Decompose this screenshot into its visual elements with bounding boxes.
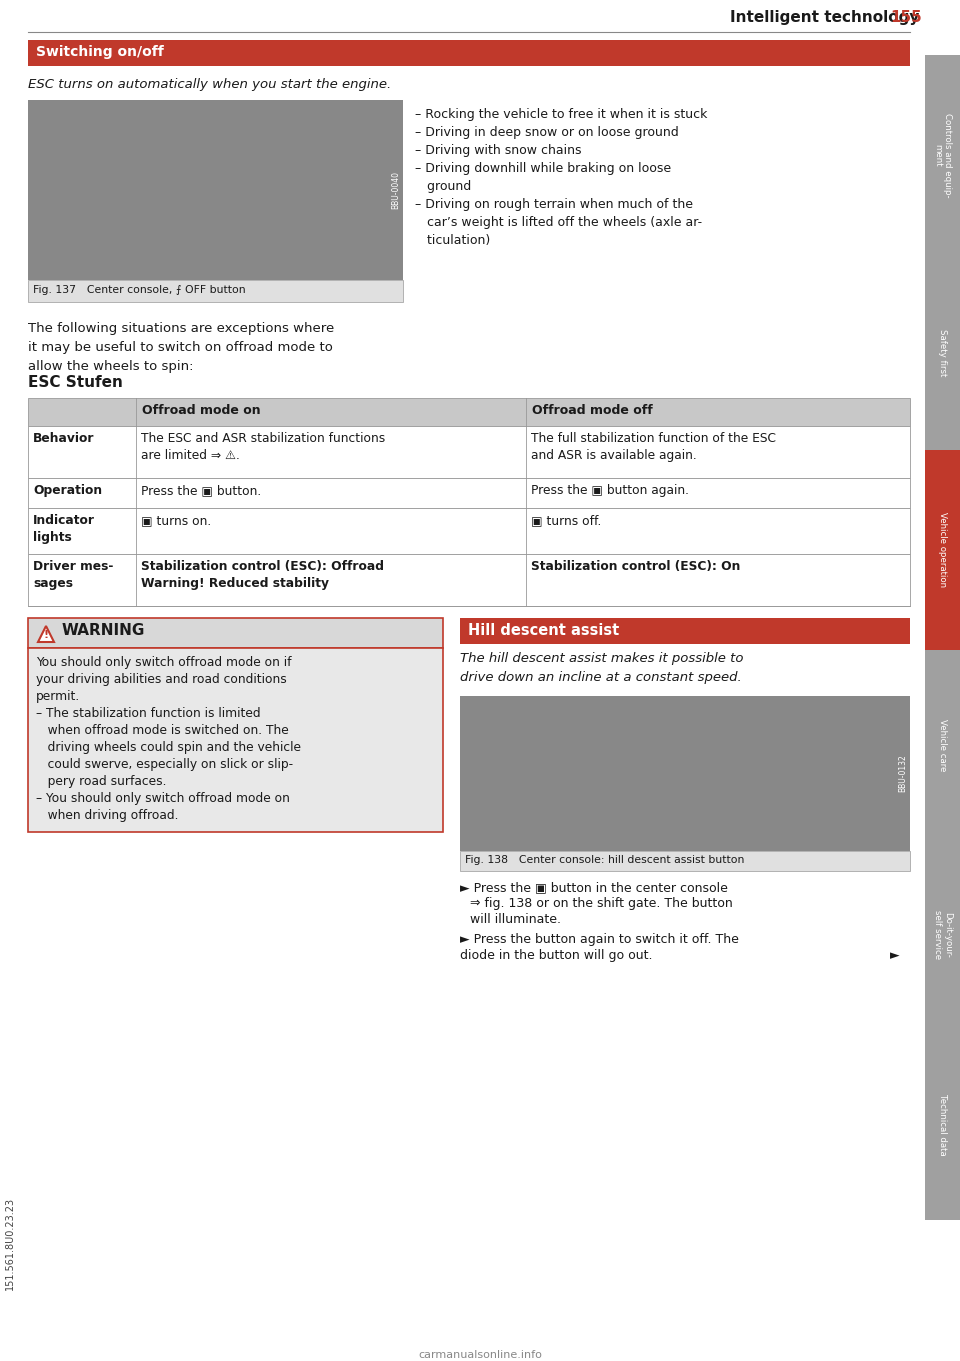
Bar — [28, 39, 910, 65]
Text: and ASR is available again.: and ASR is available again. — [531, 449, 697, 461]
Text: allow the wheels to spin:: allow the wheels to spin: — [28, 361, 194, 373]
Text: Press the ▣ button.: Press the ▣ button. — [141, 485, 261, 497]
Text: diode in the button will go out.: diode in the button will go out. — [460, 949, 653, 962]
Text: – Driving downhill while braking on loose: – Driving downhill while braking on loos… — [415, 162, 671, 176]
Text: ticulation): ticulation) — [415, 234, 491, 246]
Text: your driving abilities and road conditions: your driving abilities and road conditio… — [36, 672, 287, 686]
Bar — [28, 618, 443, 648]
Text: The following situations are exceptions where: The following situations are exceptions … — [28, 323, 334, 335]
Text: Operation: Operation — [33, 485, 102, 497]
Text: Switching on/off: Switching on/off — [36, 45, 164, 59]
Text: driving wheels could spin and the vehicle: driving wheels could spin and the vehicl… — [36, 740, 301, 754]
Text: Controls and equip-
ment: Controls and equip- ment — [933, 113, 952, 197]
Bar — [28, 280, 403, 302]
Text: Press the ▣ button again.: Press the ▣ button again. — [531, 485, 689, 497]
Text: car’s weight is lifted off the wheels (axle ar-: car’s weight is lifted off the wheels (a… — [415, 216, 702, 229]
Text: The ESC and ASR stabilization functions: The ESC and ASR stabilization functions — [141, 431, 385, 445]
Text: – Driving in deep snow or on loose ground: – Driving in deep snow or on loose groun… — [415, 127, 679, 139]
Bar — [925, 1030, 960, 1219]
Bar — [460, 618, 910, 644]
Text: ▣ turns on.: ▣ turns on. — [141, 514, 211, 527]
Text: it may be useful to switch on offroad mode to: it may be useful to switch on offroad mo… — [28, 342, 333, 354]
Text: pery road surfaces.: pery road surfaces. — [36, 774, 166, 788]
Text: ⇒ fig. 138 or on the shift gate. The button: ⇒ fig. 138 or on the shift gate. The but… — [470, 897, 732, 911]
Text: The hill descent assist makes it possible to: The hill descent assist makes it possibl… — [460, 652, 743, 666]
Text: when driving offroad.: when driving offroad. — [36, 808, 179, 822]
Bar — [925, 450, 960, 651]
Bar — [28, 508, 910, 554]
Bar — [925, 255, 960, 450]
Text: !: ! — [43, 630, 49, 640]
Text: Technical data: Technical data — [938, 1094, 947, 1155]
Bar — [28, 648, 443, 832]
Text: 155: 155 — [890, 10, 922, 24]
Text: You should only switch offroad mode on if: You should only switch offroad mode on i… — [36, 656, 292, 670]
Text: – You should only switch offroad mode on: – You should only switch offroad mode on — [36, 792, 290, 804]
Text: could swerve, especially on slick or slip-: could swerve, especially on slick or sli… — [36, 758, 293, 770]
Text: Stabilization control (ESC): Offroad: Stabilization control (ESC): Offroad — [141, 559, 384, 573]
Text: Fig. 138 Center console: hill descent assist button: Fig. 138 Center console: hill descent as… — [465, 855, 744, 866]
Text: Indicator
lights: Indicator lights — [33, 514, 95, 544]
Text: 151.561.8U0.23.23: 151.561.8U0.23.23 — [5, 1196, 15, 1290]
Text: will illuminate.: will illuminate. — [470, 913, 561, 925]
Bar — [925, 840, 960, 1030]
Text: – Driving with snow chains: – Driving with snow chains — [415, 144, 582, 157]
Text: Fig. 137 Center console, ⨍ OFF button: Fig. 137 Center console, ⨍ OFF button — [33, 284, 246, 295]
Text: Offroad mode on: Offroad mode on — [142, 404, 260, 416]
Text: ground: ground — [415, 180, 471, 193]
Text: Driver mes-
sages: Driver mes- sages — [33, 559, 113, 591]
Bar — [28, 554, 910, 606]
Text: when offroad mode is switched on. The: when offroad mode is switched on. The — [36, 724, 289, 738]
Text: WARNING: WARNING — [62, 623, 145, 638]
Text: ► Press the button again to switch it off. The: ► Press the button again to switch it of… — [460, 934, 739, 946]
Bar — [925, 54, 960, 255]
Bar — [460, 851, 910, 871]
Bar — [925, 651, 960, 840]
Text: Stabilization control (ESC): On: Stabilization control (ESC): On — [531, 559, 740, 573]
Bar — [460, 695, 910, 851]
Text: Hill descent assist: Hill descent assist — [468, 622, 619, 637]
Text: Vehicle operation: Vehicle operation — [938, 513, 947, 588]
Text: BBU-0040: BBU-0040 — [391, 171, 400, 210]
Text: ►: ► — [890, 949, 900, 962]
Text: The full stabilization function of the ESC: The full stabilization function of the E… — [531, 431, 776, 445]
Text: Intelligent technology: Intelligent technology — [730, 10, 920, 24]
Bar — [28, 478, 910, 508]
Text: – The stabilization function is limited: – The stabilization function is limited — [36, 706, 260, 720]
Text: – Rocking the vehicle to free it when it is stuck: – Rocking the vehicle to free it when it… — [415, 108, 708, 121]
Text: Warning! Reduced stability: Warning! Reduced stability — [141, 577, 329, 591]
Text: drive down an incline at a constant speed.: drive down an incline at a constant spee… — [460, 671, 742, 685]
Text: BBU-0132: BBU-0132 — [898, 754, 907, 792]
Text: are limited ⇒ ⚠.: are limited ⇒ ⚠. — [141, 449, 240, 461]
Text: Behavior: Behavior — [33, 431, 94, 445]
Text: permit.: permit. — [36, 690, 81, 704]
Bar — [28, 397, 910, 426]
Bar — [28, 426, 910, 478]
Text: Do-it-your-
self service: Do-it-your- self service — [933, 911, 952, 960]
Text: ESC Stufen: ESC Stufen — [28, 376, 123, 391]
Text: Offroad mode off: Offroad mode off — [532, 404, 653, 416]
Text: Vehicle care: Vehicle care — [938, 719, 947, 772]
Text: carmanualsonline.info: carmanualsonline.info — [418, 1350, 542, 1360]
Text: – Driving on rough terrain when much of the: – Driving on rough terrain when much of … — [415, 197, 693, 211]
Text: ▣ turns off.: ▣ turns off. — [531, 514, 601, 527]
Bar — [28, 99, 403, 280]
Text: ► Press the ▣ button in the center console: ► Press the ▣ button in the center conso… — [460, 881, 728, 894]
Text: ESC turns on automatically when you start the engine.: ESC turns on automatically when you star… — [28, 78, 392, 91]
Text: Safety first: Safety first — [938, 329, 947, 376]
Polygon shape — [38, 626, 54, 642]
